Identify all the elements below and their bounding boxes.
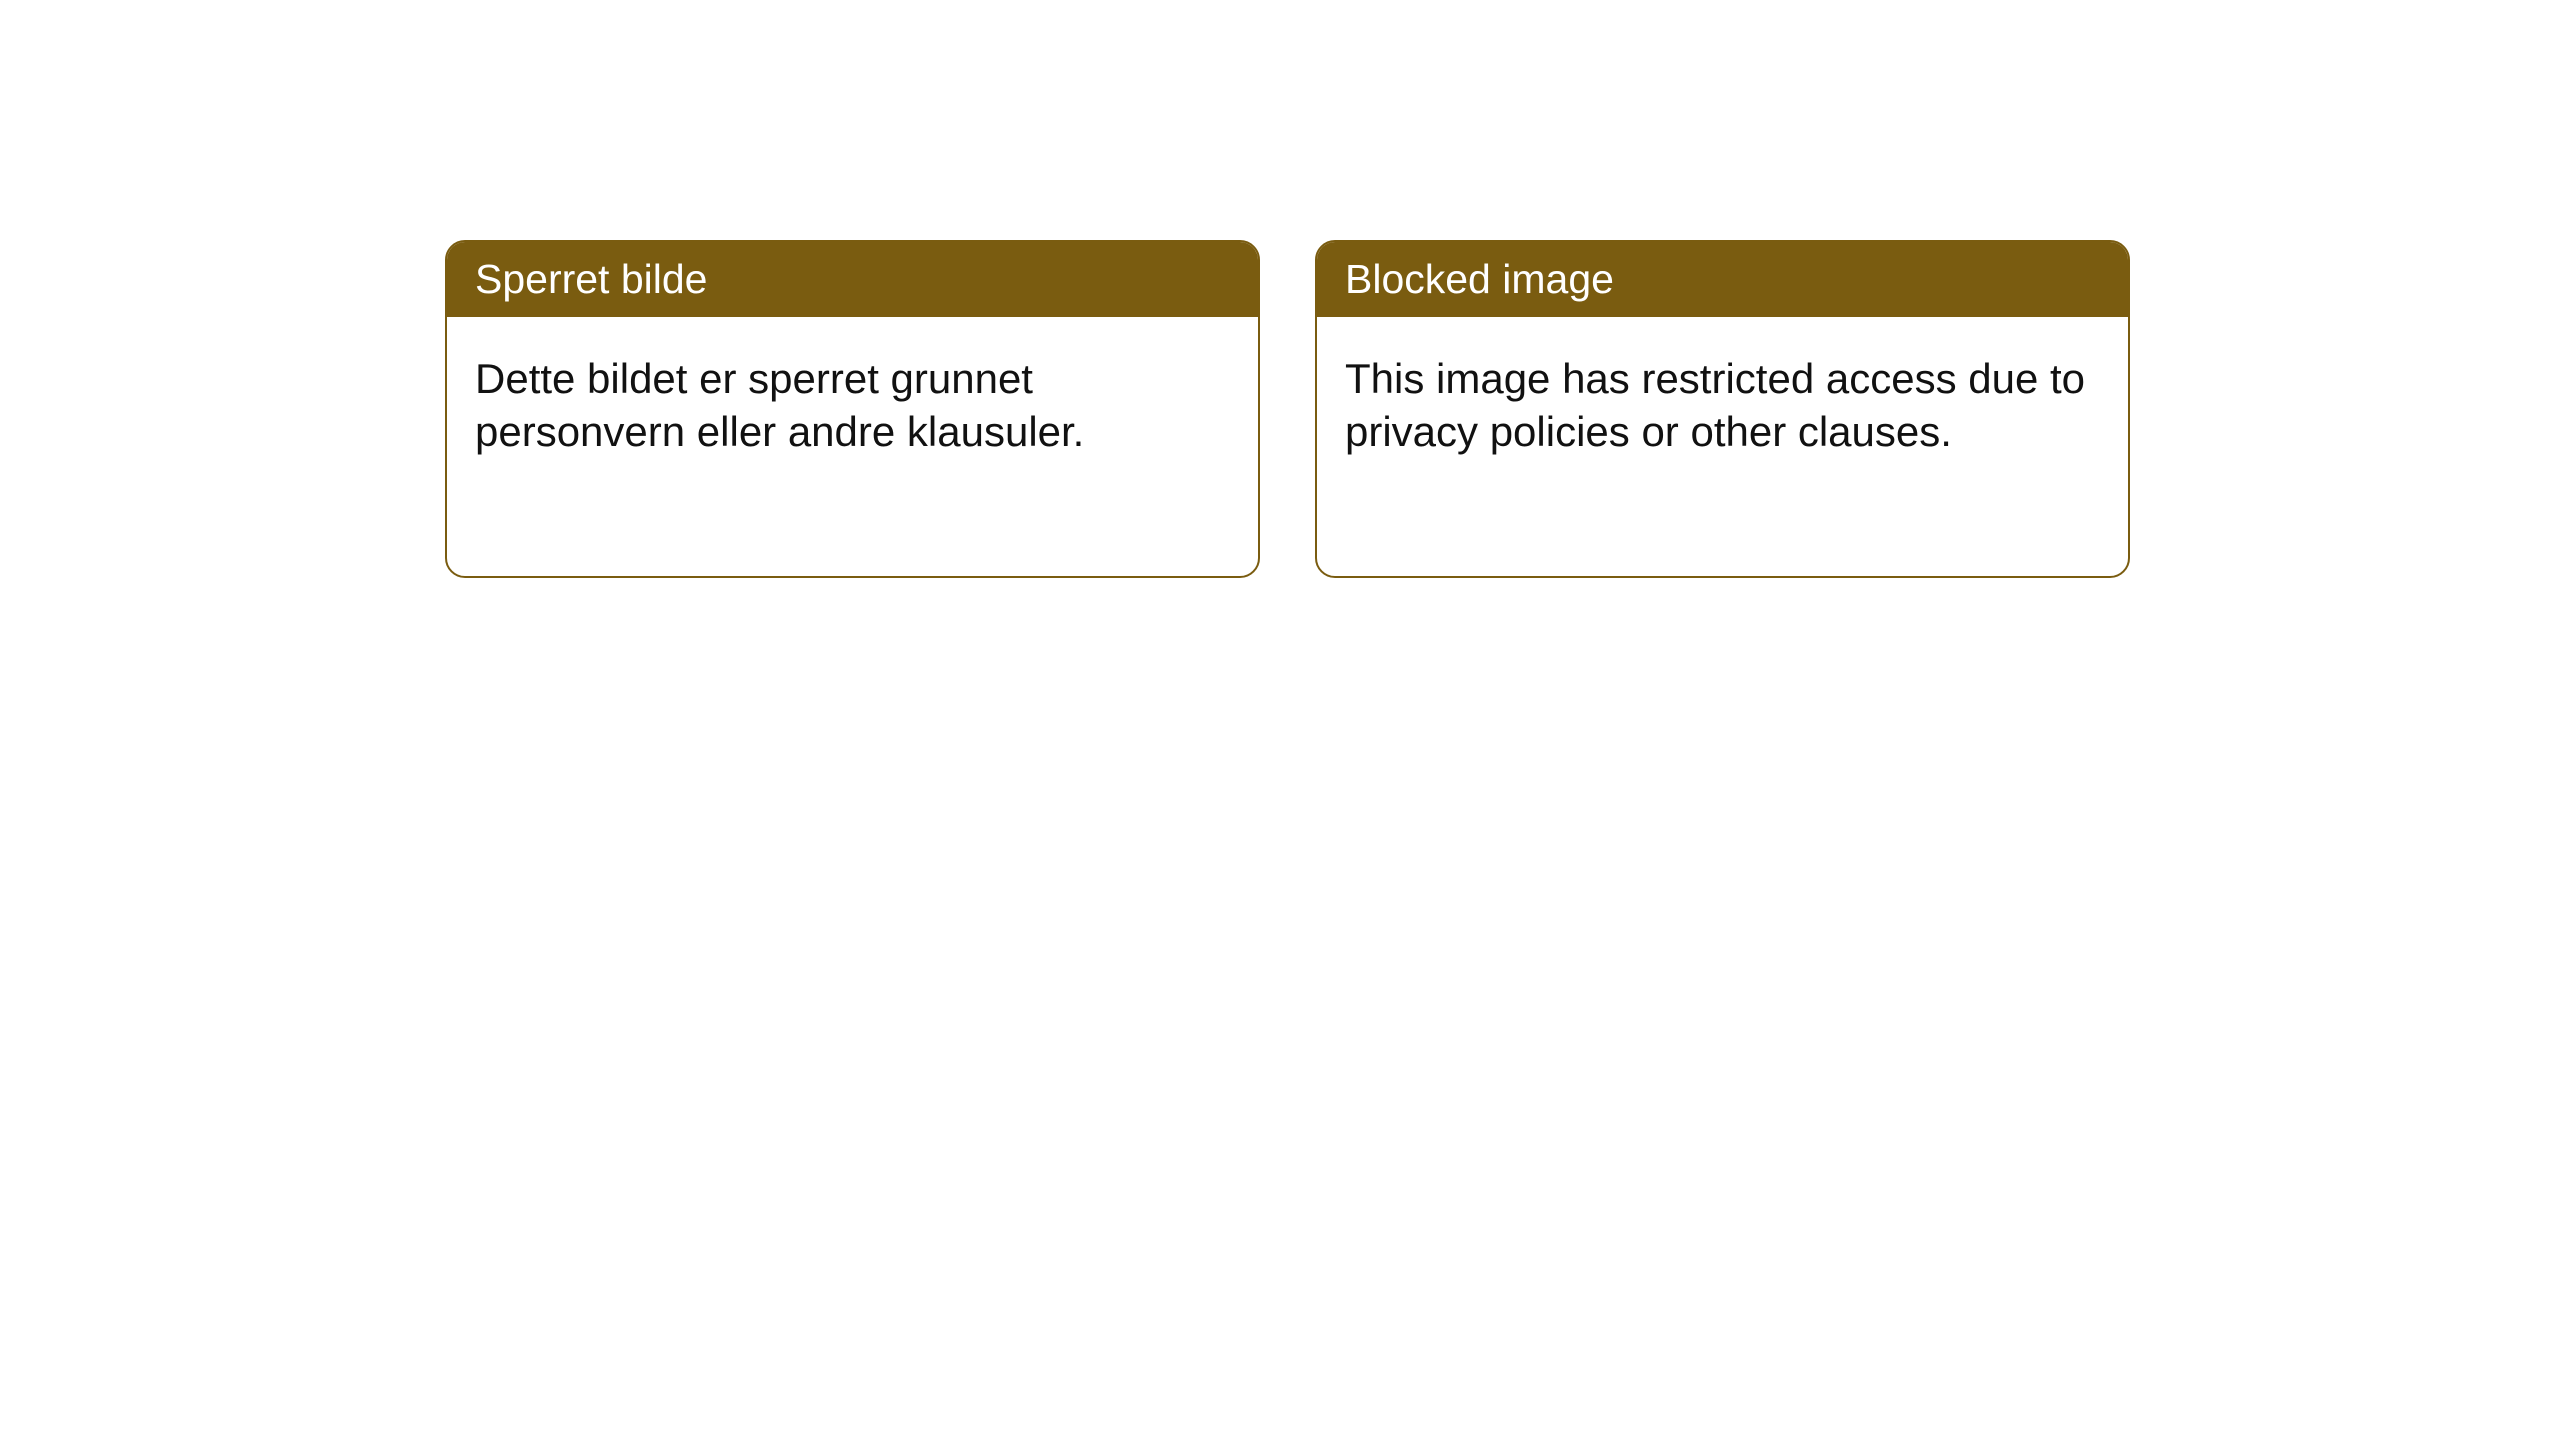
card-title: Blocked image bbox=[1345, 256, 1614, 302]
card-body-text: Dette bildet er sperret grunnet personve… bbox=[475, 355, 1084, 455]
card-title: Sperret bilde bbox=[475, 256, 707, 302]
notice-cards-container: Sperret bilde Dette bildet er sperret gr… bbox=[445, 240, 2560, 578]
card-header: Blocked image bbox=[1317, 242, 2128, 317]
notice-card-norwegian: Sperret bilde Dette bildet er sperret gr… bbox=[445, 240, 1260, 578]
card-body: This image has restricted access due to … bbox=[1317, 317, 2128, 494]
card-header: Sperret bilde bbox=[447, 242, 1258, 317]
card-body-text: This image has restricted access due to … bbox=[1345, 355, 2085, 455]
notice-card-english: Blocked image This image has restricted … bbox=[1315, 240, 2130, 578]
card-body: Dette bildet er sperret grunnet personve… bbox=[447, 317, 1258, 494]
